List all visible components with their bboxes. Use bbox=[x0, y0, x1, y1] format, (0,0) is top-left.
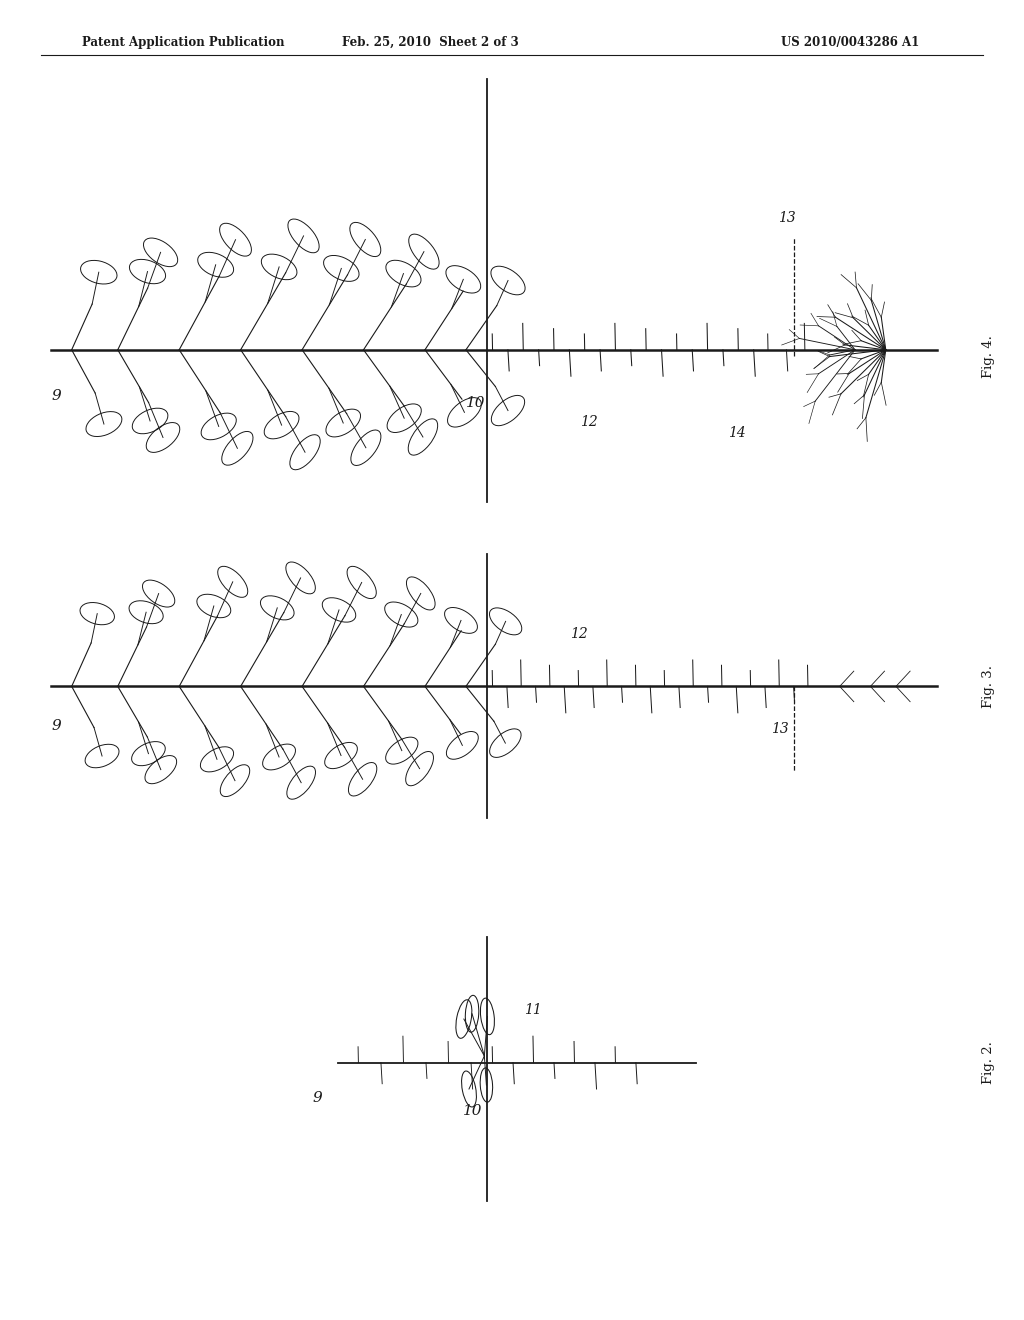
Text: 9: 9 bbox=[312, 1092, 323, 1105]
Text: 9: 9 bbox=[51, 389, 61, 403]
Text: 10: 10 bbox=[463, 1105, 483, 1118]
Text: Patent Application Publication: Patent Application Publication bbox=[82, 36, 285, 49]
Text: 12: 12 bbox=[569, 627, 588, 640]
Text: Fig. 3.: Fig. 3. bbox=[982, 665, 994, 708]
Text: 11: 11 bbox=[523, 1003, 542, 1016]
Text: 9: 9 bbox=[51, 719, 61, 733]
Text: 13: 13 bbox=[777, 211, 796, 224]
Text: 13: 13 bbox=[771, 722, 790, 735]
Text: 12: 12 bbox=[580, 416, 598, 429]
Text: US 2010/0043286 A1: US 2010/0043286 A1 bbox=[780, 36, 920, 49]
Text: Fig. 4.: Fig. 4. bbox=[982, 335, 994, 378]
Text: 14: 14 bbox=[728, 426, 746, 440]
Text: Fig. 2.: Fig. 2. bbox=[982, 1041, 994, 1084]
Text: 10: 10 bbox=[466, 396, 486, 409]
Text: Feb. 25, 2010  Sheet 2 of 3: Feb. 25, 2010 Sheet 2 of 3 bbox=[342, 36, 518, 49]
